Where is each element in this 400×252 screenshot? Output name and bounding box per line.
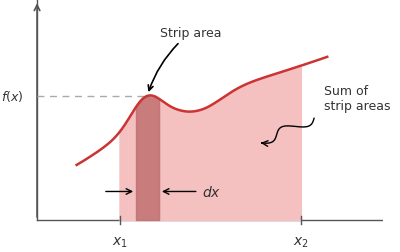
- Text: Sum of
strip areas: Sum of strip areas: [324, 85, 390, 113]
- Text: $f(x)$: $f(x)$: [1, 89, 24, 104]
- Text: $dx$: $dx$: [202, 184, 221, 199]
- Text: $x_1$: $x_1$: [112, 234, 128, 248]
- Text: Strip area: Strip area: [148, 27, 221, 91]
- Text: $x_2$: $x_2$: [293, 234, 309, 248]
